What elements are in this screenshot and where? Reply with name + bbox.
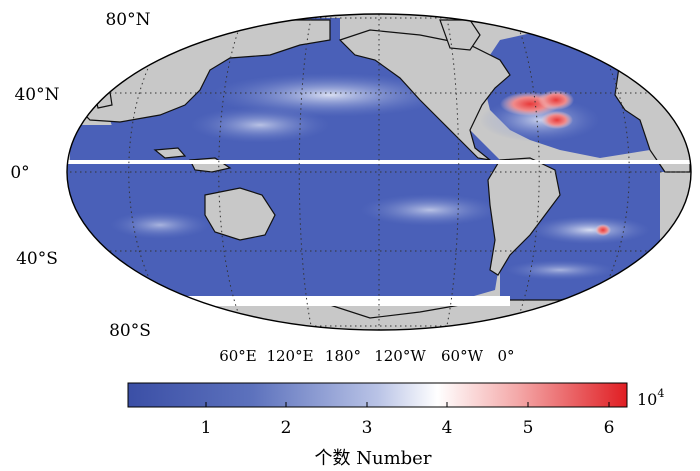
longitude-labels: 60°E 120°E 180° 120°W 60°W 0°	[219, 347, 514, 365]
lat-label-40s: 40°S	[16, 249, 58, 269]
colorbar-tick-4: 4	[442, 418, 453, 438]
colorbar: 1 2 3 4 5 6 104 个数 Number	[127, 382, 664, 469]
colorbar-exponent: 104	[637, 387, 664, 409]
colorbar-label: 个数 Number	[315, 448, 432, 469]
colorbar-tick-6: 6	[604, 418, 615, 438]
colorbar-tick-marks	[205, 402, 610, 407]
colorbar-tick-2: 2	[281, 418, 292, 438]
no-data	[67, 160, 691, 306]
colorbar-tick-1: 1	[201, 418, 212, 438]
latitude-labels: 80°N 40°N 0° 40°S 80°S	[10, 10, 151, 341]
land-south-america	[487, 157, 561, 276]
globe	[67, 14, 691, 330]
lon-label-120w: 120°W	[374, 347, 426, 365]
colorbar-gradient	[127, 382, 628, 408]
lat-label-80s: 80°S	[109, 321, 151, 341]
colorbar-tick-3: 3	[362, 418, 373, 438]
globe-outline	[66, 13, 692, 331]
lat-label-80n: 80°N	[105, 10, 150, 30]
density-highlights	[110, 73, 650, 280]
colorbar-tick-5: 5	[523, 418, 534, 438]
hotspots	[500, 90, 611, 236]
land-australia	[204, 187, 276, 241]
lon-label-60e: 60°E	[219, 347, 257, 365]
lon-label-180: 180°	[325, 347, 361, 365]
lon-label-60w: 60°W	[441, 347, 484, 365]
lon-label-120e: 120°E	[266, 347, 313, 365]
lon-label-0: 0°	[497, 347, 514, 365]
lat-label-40n: 40°N	[14, 85, 59, 105]
colorbar-exponent-power: 4	[657, 387, 664, 400]
colorbar-exponent-base: 10	[637, 390, 657, 409]
lat-label-0: 0°	[10, 163, 29, 183]
